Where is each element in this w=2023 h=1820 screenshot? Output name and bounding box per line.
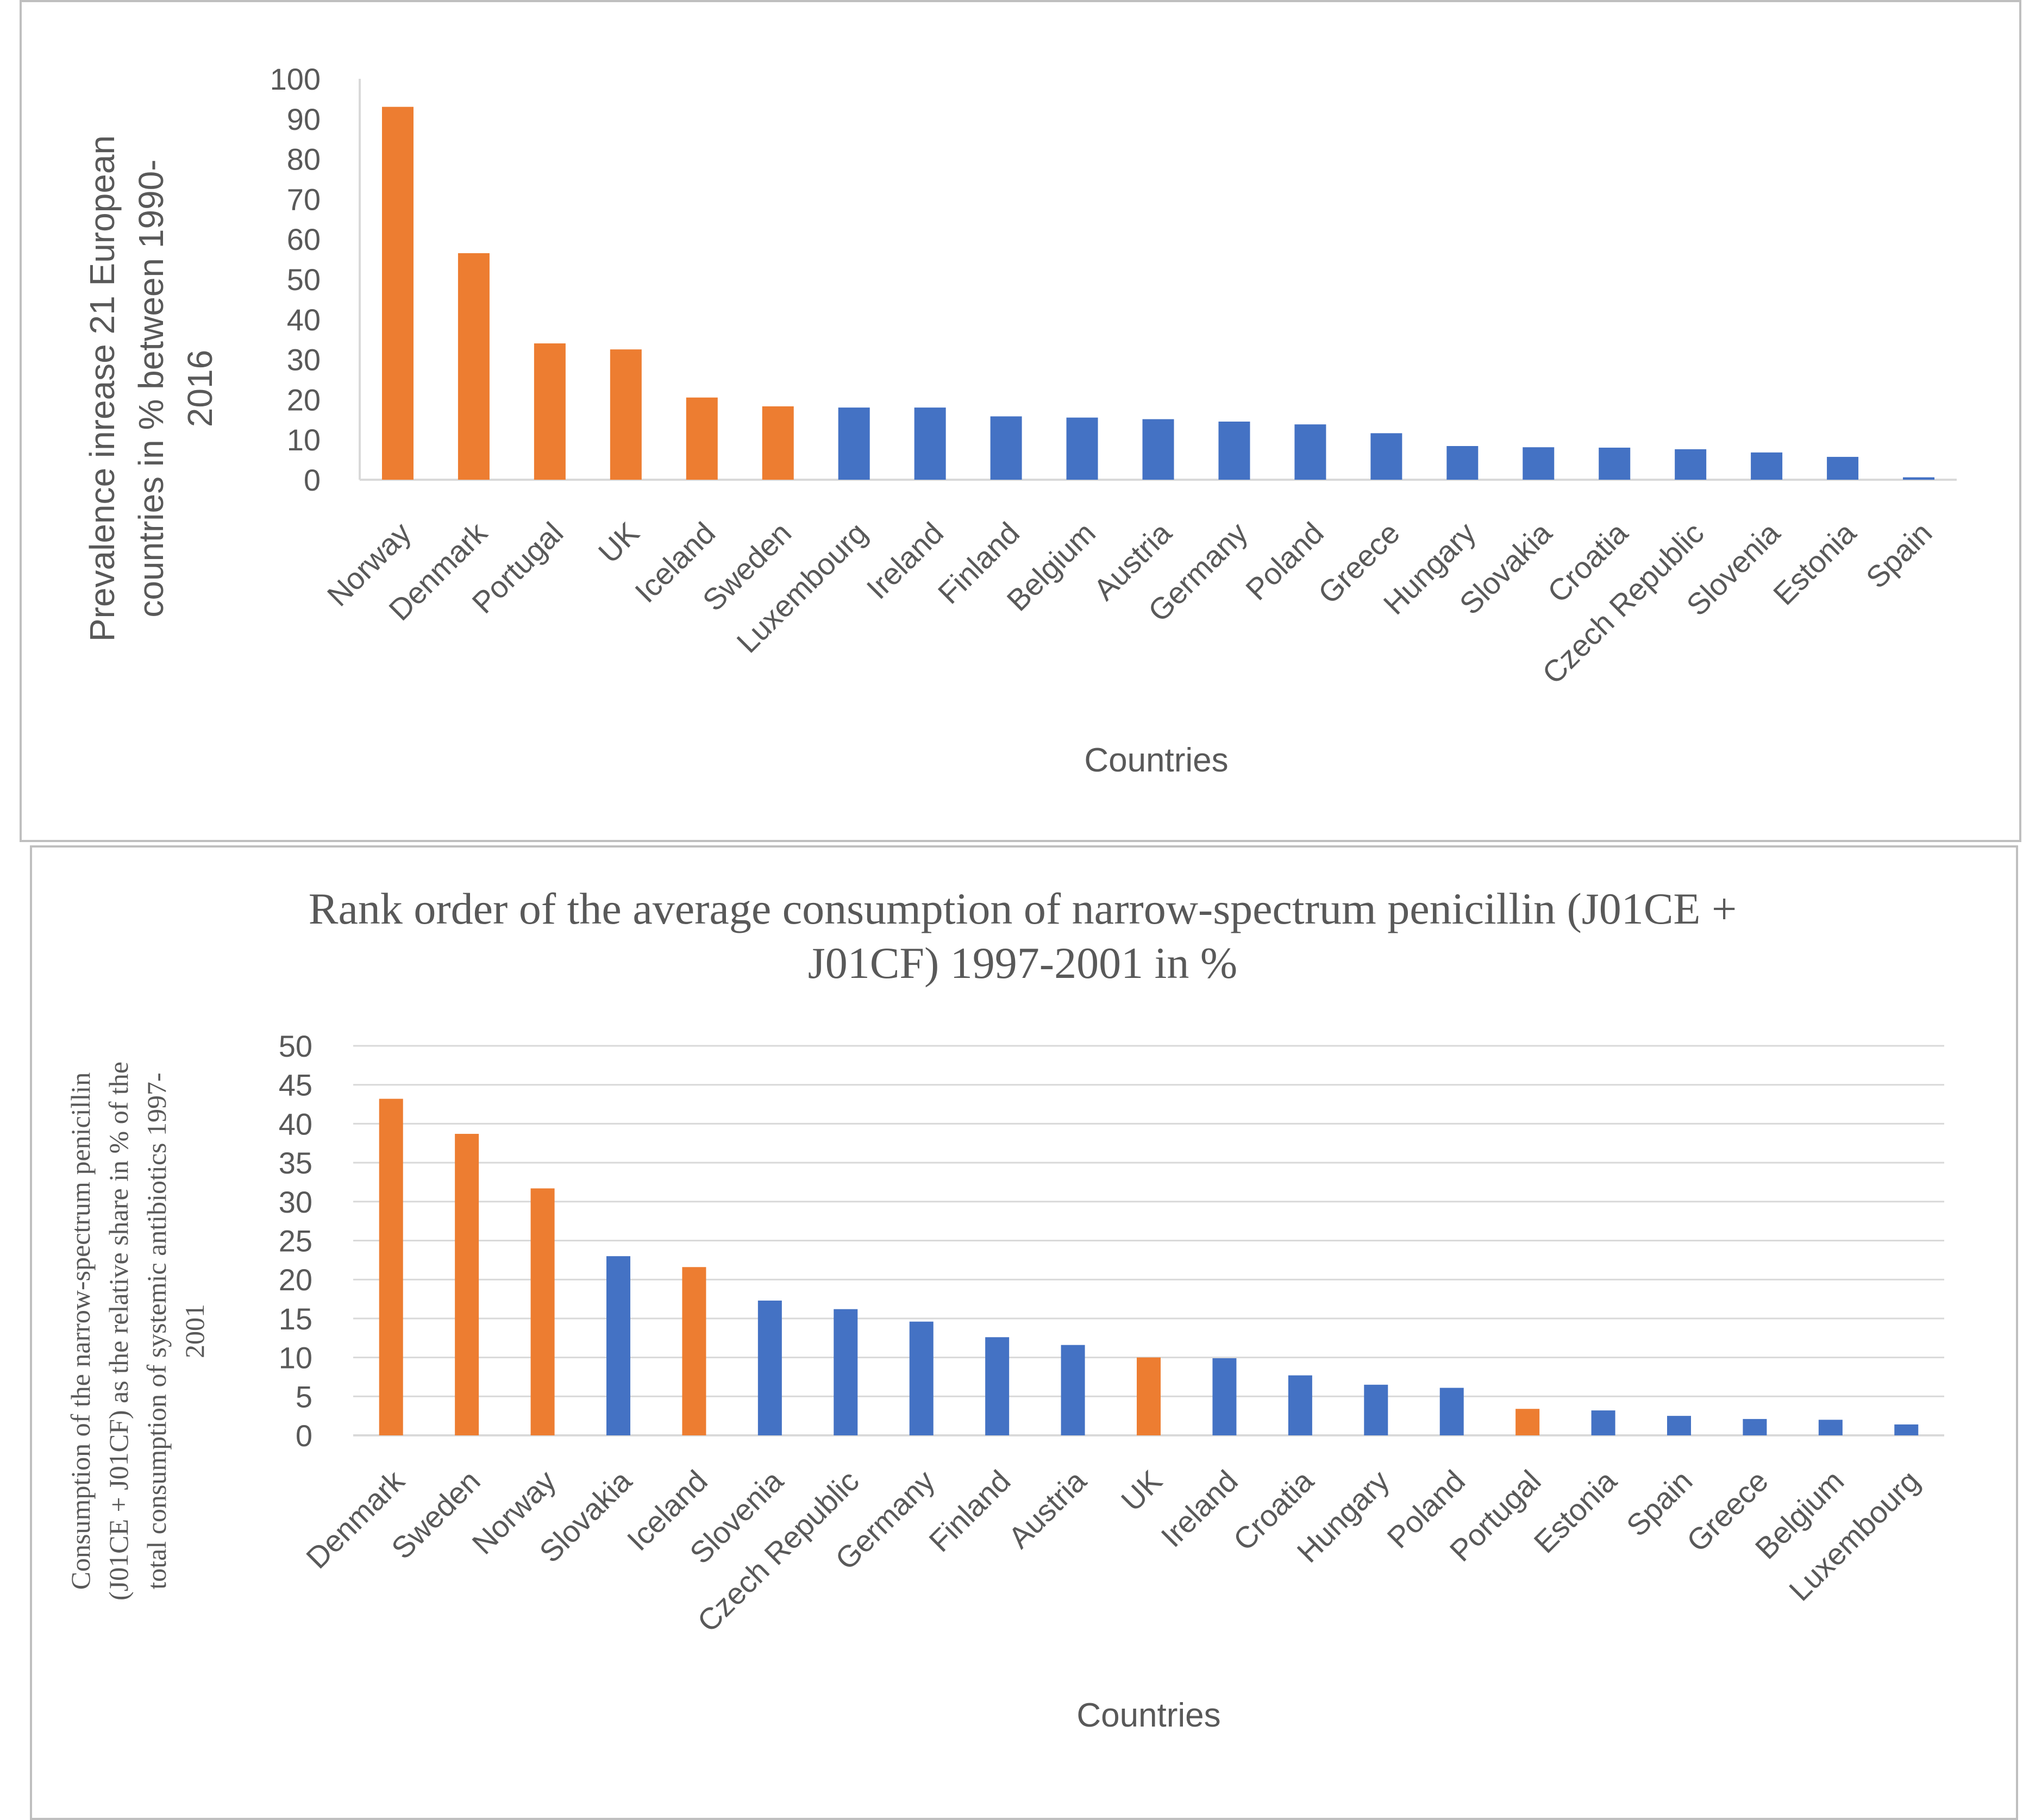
chart-2-bar-luxembourg bbox=[1894, 1424, 1919, 1435]
chart-1-bar-finland bbox=[990, 416, 1022, 480]
chart-1-y-title-line-1: Prevalence inrease 21 European bbox=[83, 135, 122, 642]
chart-2-x-axis-title: Countries bbox=[1076, 1697, 1220, 1734]
chart-1-y-tick-label: 30 bbox=[287, 343, 321, 377]
chart-1-y-tick-label: 40 bbox=[287, 303, 321, 337]
chart-2-y-tick-label: 5 bbox=[296, 1379, 312, 1414]
chart-1-bar-sweden bbox=[762, 406, 794, 480]
chart-1-y-tick-label: 100 bbox=[270, 62, 321, 96]
chart-1-y-tick-label: 90 bbox=[287, 102, 321, 136]
chart-2-frame bbox=[30, 845, 2018, 1820]
chart-2-y-tick-labels: 0 5 10 15 20 25 30 35 40 45 50 bbox=[279, 1029, 312, 1453]
chart-2-bar-poland bbox=[1439, 1388, 1464, 1435]
chart-2-y-title-line-4: 2001 bbox=[179, 1304, 210, 1358]
chart-1-y-tick-labels: 0 10 20 30 40 50 60 70 80 90 100 bbox=[270, 62, 321, 497]
chart-2-bar-germany bbox=[909, 1321, 934, 1435]
chart-1-bar-estonia bbox=[1827, 456, 1859, 480]
chart-2-bar-spain bbox=[1667, 1416, 1691, 1435]
chart-2-y-title-line-3: total consumption of systemic antibiotic… bbox=[141, 1072, 172, 1589]
chart-1-y-tick-label: 0 bbox=[304, 463, 321, 497]
chart-2-bar-uk bbox=[1137, 1357, 1161, 1435]
chart-2-bar-iceland bbox=[682, 1267, 706, 1435]
chart-1-y-tick-label: 60 bbox=[287, 222, 321, 256]
chart-2-bar-slovenia bbox=[757, 1300, 782, 1435]
chart-2-y-tick-label: 45 bbox=[279, 1068, 312, 1102]
chart-2-y-tick-label: 0 bbox=[296, 1419, 312, 1453]
chart-1-bar-slovenia bbox=[1751, 452, 1783, 480]
chart-2-y-tick-label: 40 bbox=[279, 1107, 312, 1141]
chart-2-bar-denmark bbox=[379, 1099, 403, 1435]
chart-1-y-title-line-3: 2016 bbox=[180, 350, 220, 427]
chart-1-bar-greece bbox=[1370, 433, 1402, 480]
chart-2-y-tick-label: 20 bbox=[279, 1263, 312, 1297]
chart-2-y-title-line-2: (J01CE + J01CF) as the relative share in… bbox=[103, 1062, 134, 1601]
chart-2-title-line-2: J01CF) 1997-2001 in % bbox=[808, 938, 1237, 988]
chart-1-bar-luxembourg bbox=[838, 407, 870, 480]
chart-2-bar-croatia bbox=[1288, 1375, 1312, 1435]
chart-1-bar-spain bbox=[1903, 477, 1935, 480]
chart-1-bar-hungary bbox=[1446, 446, 1479, 480]
chart-1-bar-croatia bbox=[1599, 447, 1631, 480]
chart-2-title-line-1: Rank order of the average consumption of… bbox=[309, 884, 1737, 933]
chart-1-y-tick-label: 80 bbox=[287, 142, 321, 177]
chart-2-bar-slovakia bbox=[606, 1256, 630, 1435]
chart-2-y-axis-title: Consumption of the narrow-spectrum penic… bbox=[65, 1062, 210, 1601]
chart-1-y-tick-label: 70 bbox=[287, 182, 321, 216]
chart-2-bar-ireland bbox=[1212, 1358, 1237, 1435]
chart-1-bar-denmark bbox=[458, 253, 490, 480]
chart-1-y-axis-title: Prevalence inrease 21 European countries… bbox=[83, 135, 220, 642]
chart-2-bar-norway bbox=[530, 1188, 555, 1435]
chart-2-y-tick-label: 35 bbox=[279, 1146, 312, 1180]
chart-1-bar-ireland bbox=[914, 407, 946, 480]
chart-1-bar-poland bbox=[1294, 424, 1326, 480]
chart-1-bar-uk bbox=[610, 349, 642, 480]
chart-1-bar-iceland bbox=[686, 397, 718, 480]
chart-2-bar-sweden bbox=[455, 1134, 479, 1435]
chart-1-bar-belgium bbox=[1066, 417, 1098, 480]
chart-2-bar-estonia bbox=[1591, 1410, 1615, 1435]
chart-1-y-tick-label: 50 bbox=[287, 262, 321, 297]
chart-2-bar-portugal bbox=[1515, 1409, 1540, 1435]
chart-1-bar-germany bbox=[1218, 421, 1250, 480]
chart-2-y-tick-label: 10 bbox=[279, 1341, 312, 1375]
chart-2-bar-finland bbox=[985, 1337, 1010, 1435]
chart-1-bar-portugal bbox=[534, 343, 566, 480]
chart-1-y-tick-label: 20 bbox=[287, 382, 321, 417]
chart-2-bar-belgium bbox=[1818, 1420, 1843, 1435]
chart-1-x-axis-title: Countries bbox=[1084, 742, 1228, 779]
chart-2-bar-hungary bbox=[1364, 1384, 1388, 1435]
chart-1-bar-austria bbox=[1142, 419, 1174, 480]
chart-1-y-title-line-2: countries in % between 1990- bbox=[131, 159, 171, 617]
chart-2-y-tick-label: 25 bbox=[279, 1224, 312, 1258]
chart-2-y-tick-label: 50 bbox=[279, 1029, 312, 1063]
chart-2-y-title-line-1: Consumption of the narrow-spectrum penic… bbox=[65, 1072, 96, 1590]
chart-2-bar-czech-republic bbox=[834, 1309, 858, 1435]
chart-2-y-tick-label: 15 bbox=[279, 1302, 312, 1336]
chart-1-y-tick-label: 10 bbox=[287, 423, 321, 457]
chart-1-bar-norway bbox=[381, 106, 414, 480]
chart-1-bar-slovakia bbox=[1523, 447, 1555, 480]
chart-1-bar-czech-republic bbox=[1675, 449, 1707, 480]
chart-2-bar-greece bbox=[1743, 1419, 1767, 1435]
chart-1-bars bbox=[381, 106, 1935, 480]
chart-2-y-tick-label: 30 bbox=[279, 1185, 312, 1219]
chart-2-bar-austria bbox=[1061, 1345, 1085, 1435]
chart-2-bars bbox=[379, 1099, 1919, 1435]
